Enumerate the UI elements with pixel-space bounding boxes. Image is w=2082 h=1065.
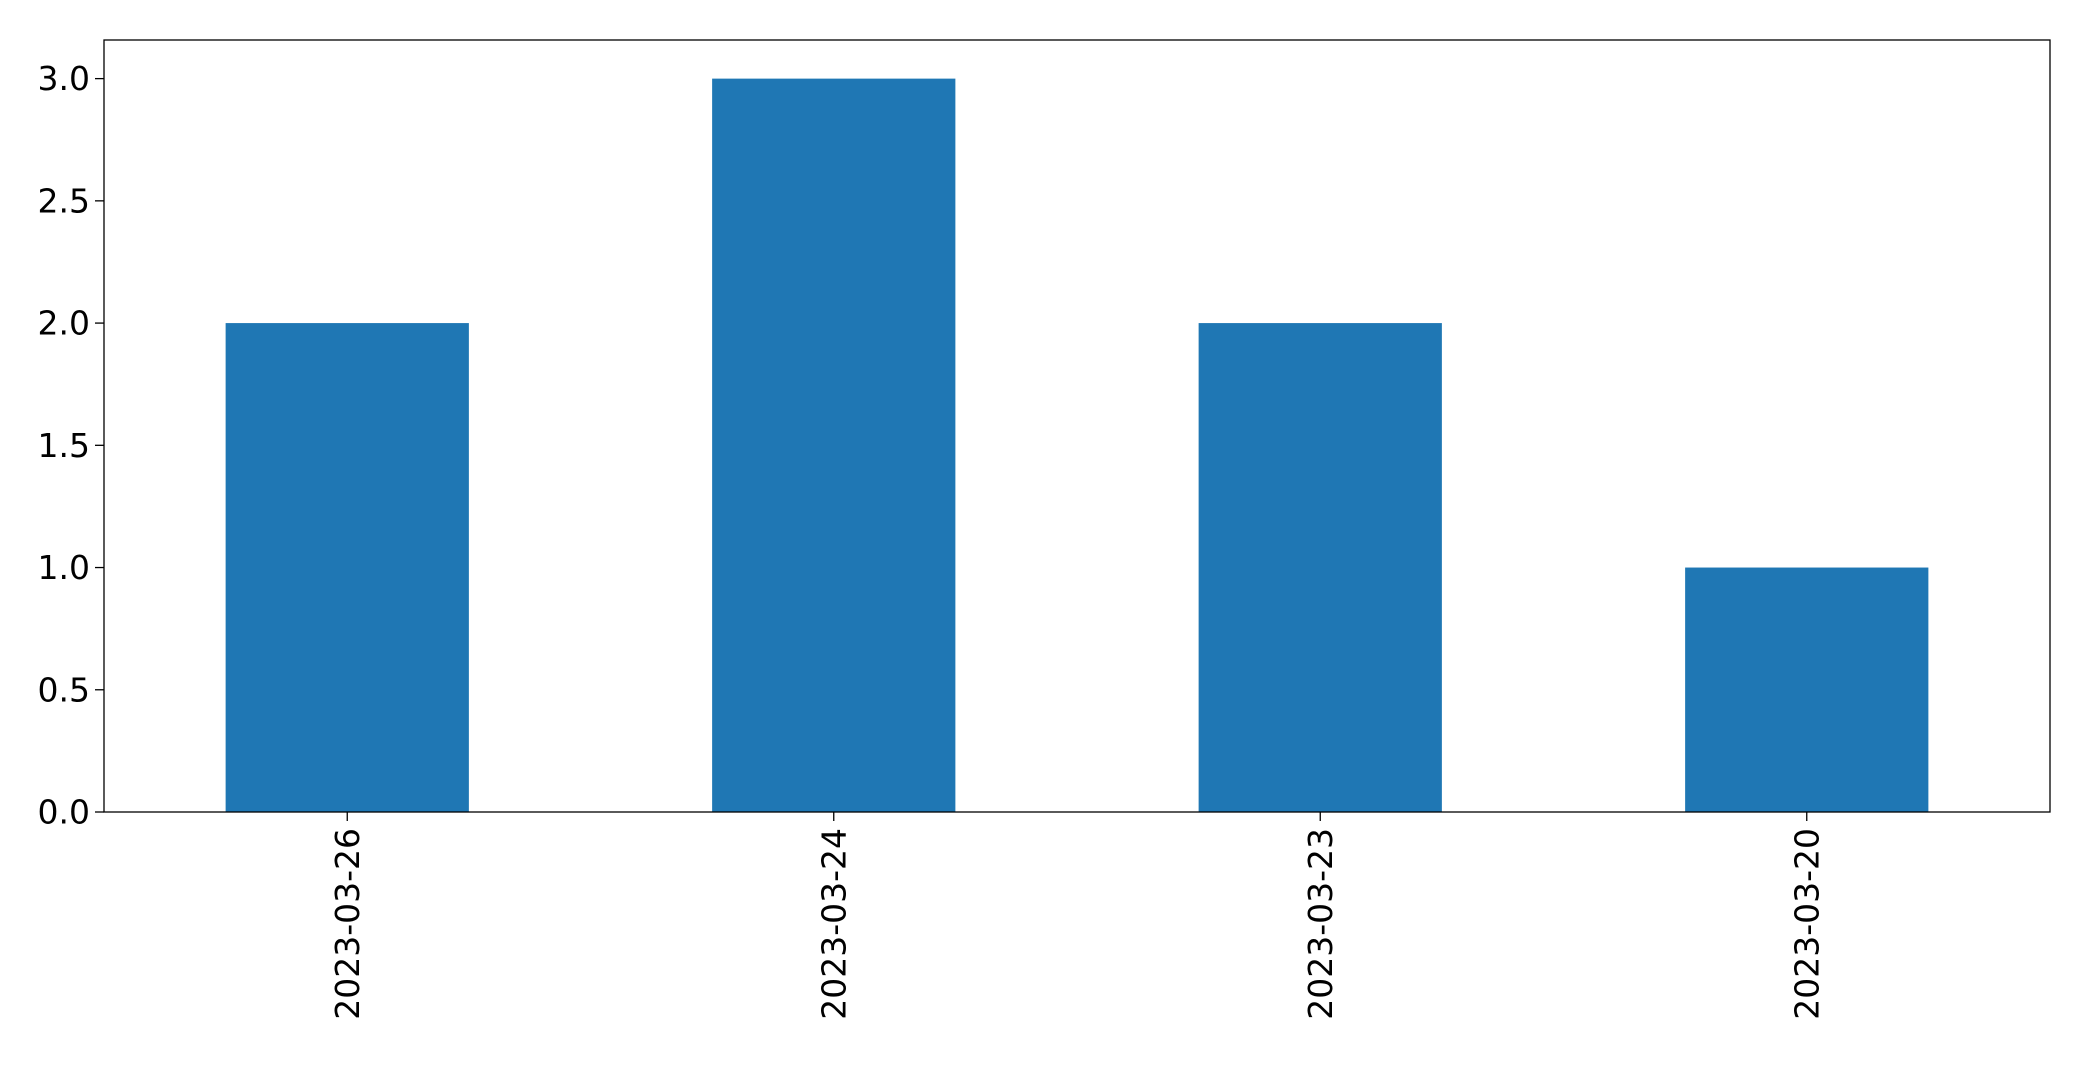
bar-2023-03-20: [1685, 567, 1929, 812]
y-tick-label: 2.0: [38, 304, 90, 343]
y-tick-label: 1.5: [38, 426, 90, 465]
plot-frame: [103, 39, 2051, 813]
y-tick-label: 3.0: [38, 59, 90, 98]
y-tick-label: 2.5: [38, 181, 90, 220]
y-axis: 0.0 0.5 1.0 1.5 2.0 2.5 3.0: [38, 59, 104, 832]
x-tick-label: 2023-03-24: [814, 828, 853, 1020]
x-tick-label: 2023-03-26: [328, 828, 367, 1020]
bar-2023-03-23: [1198, 323, 1442, 812]
y-tick-label: 1.0: [38, 548, 90, 587]
x-axis: 2023-03-26 2023-03-24 2023-03-23 2023-03-20: [328, 812, 1826, 1020]
x-tick-label: 2023-03-23: [1301, 828, 1340, 1020]
x-tick-label: 2023-03-20: [1787, 828, 1826, 1020]
y-tick-label: 0.5: [38, 670, 90, 709]
bars-layer: [225, 78, 1929, 812]
bar-2023-03-24: [712, 78, 956, 812]
y-tick-label: 0.0: [38, 793, 90, 832]
bar-2023-03-26: [225, 323, 469, 812]
